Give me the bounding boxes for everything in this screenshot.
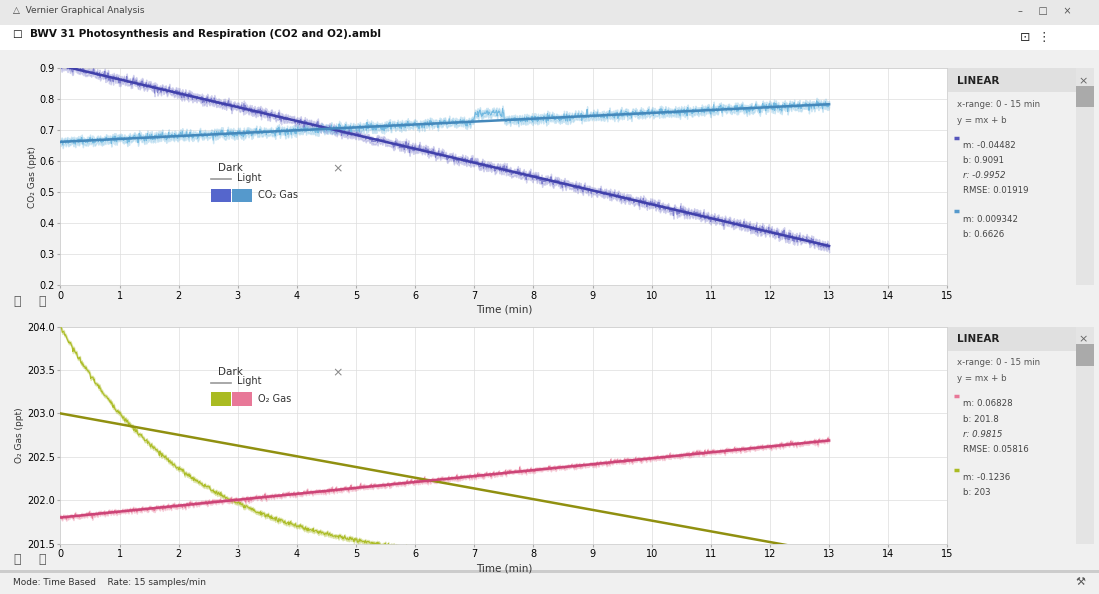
Text: ⌕: ⌕ xyxy=(38,295,46,308)
Text: Light: Light xyxy=(236,377,262,386)
Text: y = mx + b: y = mx + b xyxy=(957,374,1007,383)
Text: m: -0.1236: m: -0.1236 xyxy=(963,473,1010,482)
Bar xyxy=(211,392,231,406)
Text: LINEAR: LINEAR xyxy=(957,76,999,86)
Bar xyxy=(232,188,252,202)
Text: m: 0.009342: m: 0.009342 xyxy=(963,214,1018,224)
Bar xyxy=(232,392,252,406)
X-axis label: Time (min): Time (min) xyxy=(476,305,532,315)
Bar xyxy=(211,188,231,202)
Bar xyxy=(948,68,1094,92)
Text: Dark: Dark xyxy=(219,163,243,173)
Text: □  BWV 31 Photosynthesis and Respiration (CO2 and O2).ambl: □ BWV 31 Photosynthesis and Respiration … xyxy=(13,29,381,39)
Text: O₂ Gas: O₂ Gas xyxy=(258,394,291,404)
Text: RMSE: 0.01919: RMSE: 0.01919 xyxy=(963,187,1029,195)
Text: x-range: 0 - 15 min: x-range: 0 - 15 min xyxy=(957,358,1041,367)
Bar xyxy=(1076,86,1094,108)
Text: b: 201.8: b: 201.8 xyxy=(963,415,999,424)
Text: LINEAR: LINEAR xyxy=(957,334,999,345)
Text: m: -0.04482: m: -0.04482 xyxy=(963,141,1015,150)
Text: b: 203: b: 203 xyxy=(963,488,990,497)
Text: ×: × xyxy=(1078,334,1088,345)
Text: ⋮: ⋮ xyxy=(1037,31,1050,45)
Text: Mode: Time Based    Rate: 15 samples/min: Mode: Time Based Rate: 15 samples/min xyxy=(13,577,207,587)
Text: ⤡: ⤡ xyxy=(13,295,21,308)
Text: r: 0.9815: r: 0.9815 xyxy=(963,429,1002,439)
Text: ×: × xyxy=(1078,76,1088,86)
Text: b: 0.9091: b: 0.9091 xyxy=(963,156,1004,165)
X-axis label: Time (min): Time (min) xyxy=(476,563,532,573)
Y-axis label: O₂ Gas (ppt): O₂ Gas (ppt) xyxy=(15,407,24,463)
Text: Dark: Dark xyxy=(219,366,243,377)
Text: ⊡: ⊡ xyxy=(1020,31,1031,45)
Text: b: 0.6626: b: 0.6626 xyxy=(963,230,1004,239)
Text: △  Vernier Graphical Analysis: △ Vernier Graphical Analysis xyxy=(13,6,145,15)
Bar xyxy=(0,570,1099,573)
Bar xyxy=(0,26,1099,50)
Text: x-range: 0 - 15 min: x-range: 0 - 15 min xyxy=(957,100,1041,109)
Text: –     □     ×: – □ × xyxy=(1018,6,1072,16)
Text: ×: × xyxy=(332,163,343,176)
Text: ⚒: ⚒ xyxy=(1076,577,1086,587)
Text: ⤡: ⤡ xyxy=(13,553,21,566)
Text: ×: × xyxy=(332,366,343,380)
Bar xyxy=(0,0,1099,26)
Y-axis label: CO₂ Gas (ppt): CO₂ Gas (ppt) xyxy=(27,146,36,208)
Text: RMSE: 0.05816: RMSE: 0.05816 xyxy=(963,445,1029,454)
Bar xyxy=(948,327,1094,350)
Bar xyxy=(1076,327,1094,544)
Text: y = mx + b: y = mx + b xyxy=(957,116,1007,125)
Text: Light: Light xyxy=(236,173,262,182)
Bar xyxy=(1076,344,1094,366)
Text: ⌕: ⌕ xyxy=(38,553,46,566)
Text: m: 0.06828: m: 0.06828 xyxy=(963,399,1012,408)
Bar xyxy=(1076,68,1094,285)
Text: CO₂ Gas: CO₂ Gas xyxy=(258,191,298,200)
Text: r: -0.9952: r: -0.9952 xyxy=(963,171,1006,181)
